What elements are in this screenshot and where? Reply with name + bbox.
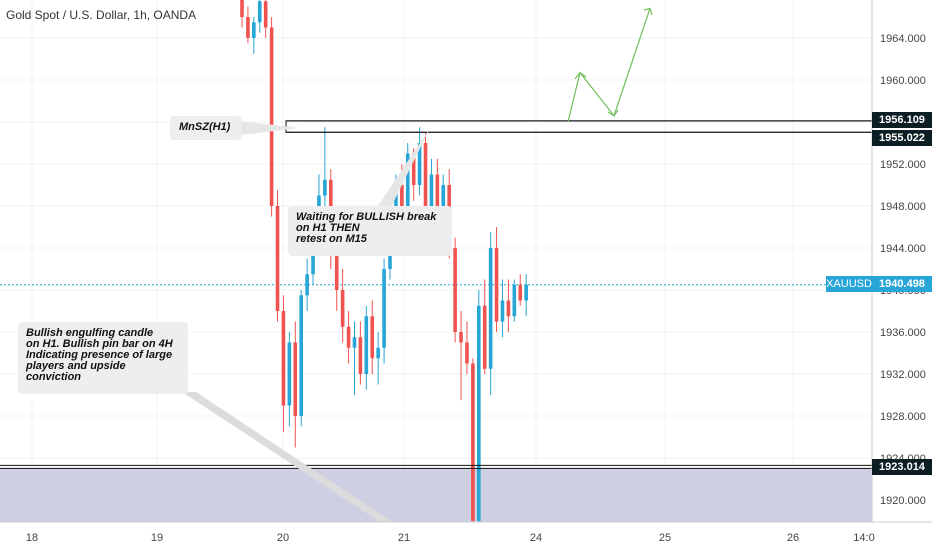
candle-up	[257, 1, 262, 23]
candle-up	[376, 347, 380, 359]
candle-down	[334, 253, 339, 290]
time-axis[interactable]: 18 19 20 21 24 25 26 14:0	[0, 521, 932, 550]
candle-down	[459, 332, 463, 343]
time-tick-label: 26	[787, 532, 799, 544]
annotation-bullish-engulfing[interactable]: Bullish engulfing candle on H1. Bullish …	[18, 322, 188, 394]
price-tick-label: 1932.000	[880, 369, 926, 381]
level-tag-1956: 1956.109	[872, 112, 932, 128]
candle-up	[488, 248, 493, 369]
projection-arrowhead-1	[574, 71, 587, 80]
time-tick-label: 14:0	[853, 532, 874, 544]
candle-up	[477, 305, 481, 521]
pointer-engulfing	[182, 392, 392, 522]
candle-down	[400, 185, 404, 206]
price-tick-label: 1948.000	[880, 201, 926, 213]
price-tick-label: 1920.000	[880, 495, 926, 507]
time-axis-bg	[0, 522, 932, 550]
time-tick-label: 20	[277, 532, 289, 544]
time-tick-label: 21	[398, 532, 410, 544]
resistance-zone-box	[285, 120, 873, 133]
candle-down	[275, 206, 280, 311]
price-tick-label: 1952.000	[880, 159, 926, 171]
candle-down	[423, 143, 428, 212]
candle-up	[252, 22, 256, 38]
support-zone	[0, 468, 872, 522]
candle-down	[518, 284, 523, 301]
annotation-waiting-breakout[interactable]: Waiting for BULLISH break on H1 THEN ret…	[288, 206, 452, 256]
candle-down	[471, 363, 475, 521]
candle-down	[263, 1, 268, 28]
chart-title: Gold Spot / U.S. Dollar, 1h, OANDA	[6, 8, 197, 22]
candle-down	[281, 311, 286, 406]
candle-down	[435, 174, 440, 217]
projection-arrow	[567, 7, 653, 123]
candle-down	[293, 342, 298, 416]
time-tick-label: 19	[151, 532, 163, 544]
time-tick-label: 25	[659, 532, 671, 544]
projection-arrowhead-3	[607, 109, 619, 117]
candle-up	[382, 269, 386, 348]
candle-up	[352, 337, 357, 348]
price-axis[interactable]: 1920.0001924.0001928.0001932.0001936.000…	[871, 0, 932, 550]
annotation-pointers	[182, 121, 430, 522]
pointer-mnsz	[240, 121, 300, 135]
candle-down	[411, 153, 416, 185]
time-tick-label: 18	[26, 532, 38, 544]
level-tag-1955: 1955.022	[872, 130, 932, 146]
level-tag-1923: 1923.014	[872, 459, 932, 475]
projection-arrowhead-2	[643, 7, 653, 16]
candle-up	[405, 153, 410, 206]
candle-down	[465, 342, 469, 364]
candle-down	[340, 290, 345, 327]
candle-down	[370, 316, 375, 359]
candle-up	[500, 300, 505, 322]
symbol-tag: XAUUSD	[826, 276, 872, 292]
support-zone-fill	[0, 468, 872, 522]
candle-down	[506, 300, 511, 317]
candle-down	[358, 337, 363, 374]
candle-down	[482, 305, 487, 369]
candle-down	[246, 17, 250, 38]
candle-up	[394, 185, 398, 217]
candle-down	[240, 0, 244, 17]
candle-down	[494, 248, 499, 322]
price-tick-label: 1928.000	[880, 411, 926, 423]
candle-up	[429, 174, 434, 212]
price-tick-label: 1944.000	[880, 243, 926, 255]
candle-down	[453, 248, 457, 332]
time-tick-label: 24	[530, 532, 542, 544]
annotation-mnsz[interactable]: MnSZ(H1)	[170, 116, 242, 140]
last-price-tag: 1940.498	[872, 276, 932, 292]
candle-up	[323, 179, 327, 196]
candle-up	[524, 284, 528, 301]
chart-grid	[0, 0, 872, 522]
price-axis-bg	[872, 0, 932, 550]
projection-path	[567, 8, 651, 123]
candle-down	[269, 27, 274, 206]
candlesticks[interactable]	[240, 0, 528, 527]
candle-up	[364, 316, 369, 374]
price-tick-label: 1936.000	[880, 327, 926, 339]
candle-up	[299, 295, 303, 416]
candle-up	[441, 185, 446, 217]
price-tick-label: 1964.000	[880, 33, 926, 45]
price-tick-label: 1960.000	[880, 75, 926, 87]
candle-down	[346, 326, 351, 348]
candle-up	[287, 342, 292, 406]
candle-up	[417, 143, 422, 185]
candle-up	[305, 274, 309, 296]
candle-up	[512, 284, 517, 317]
